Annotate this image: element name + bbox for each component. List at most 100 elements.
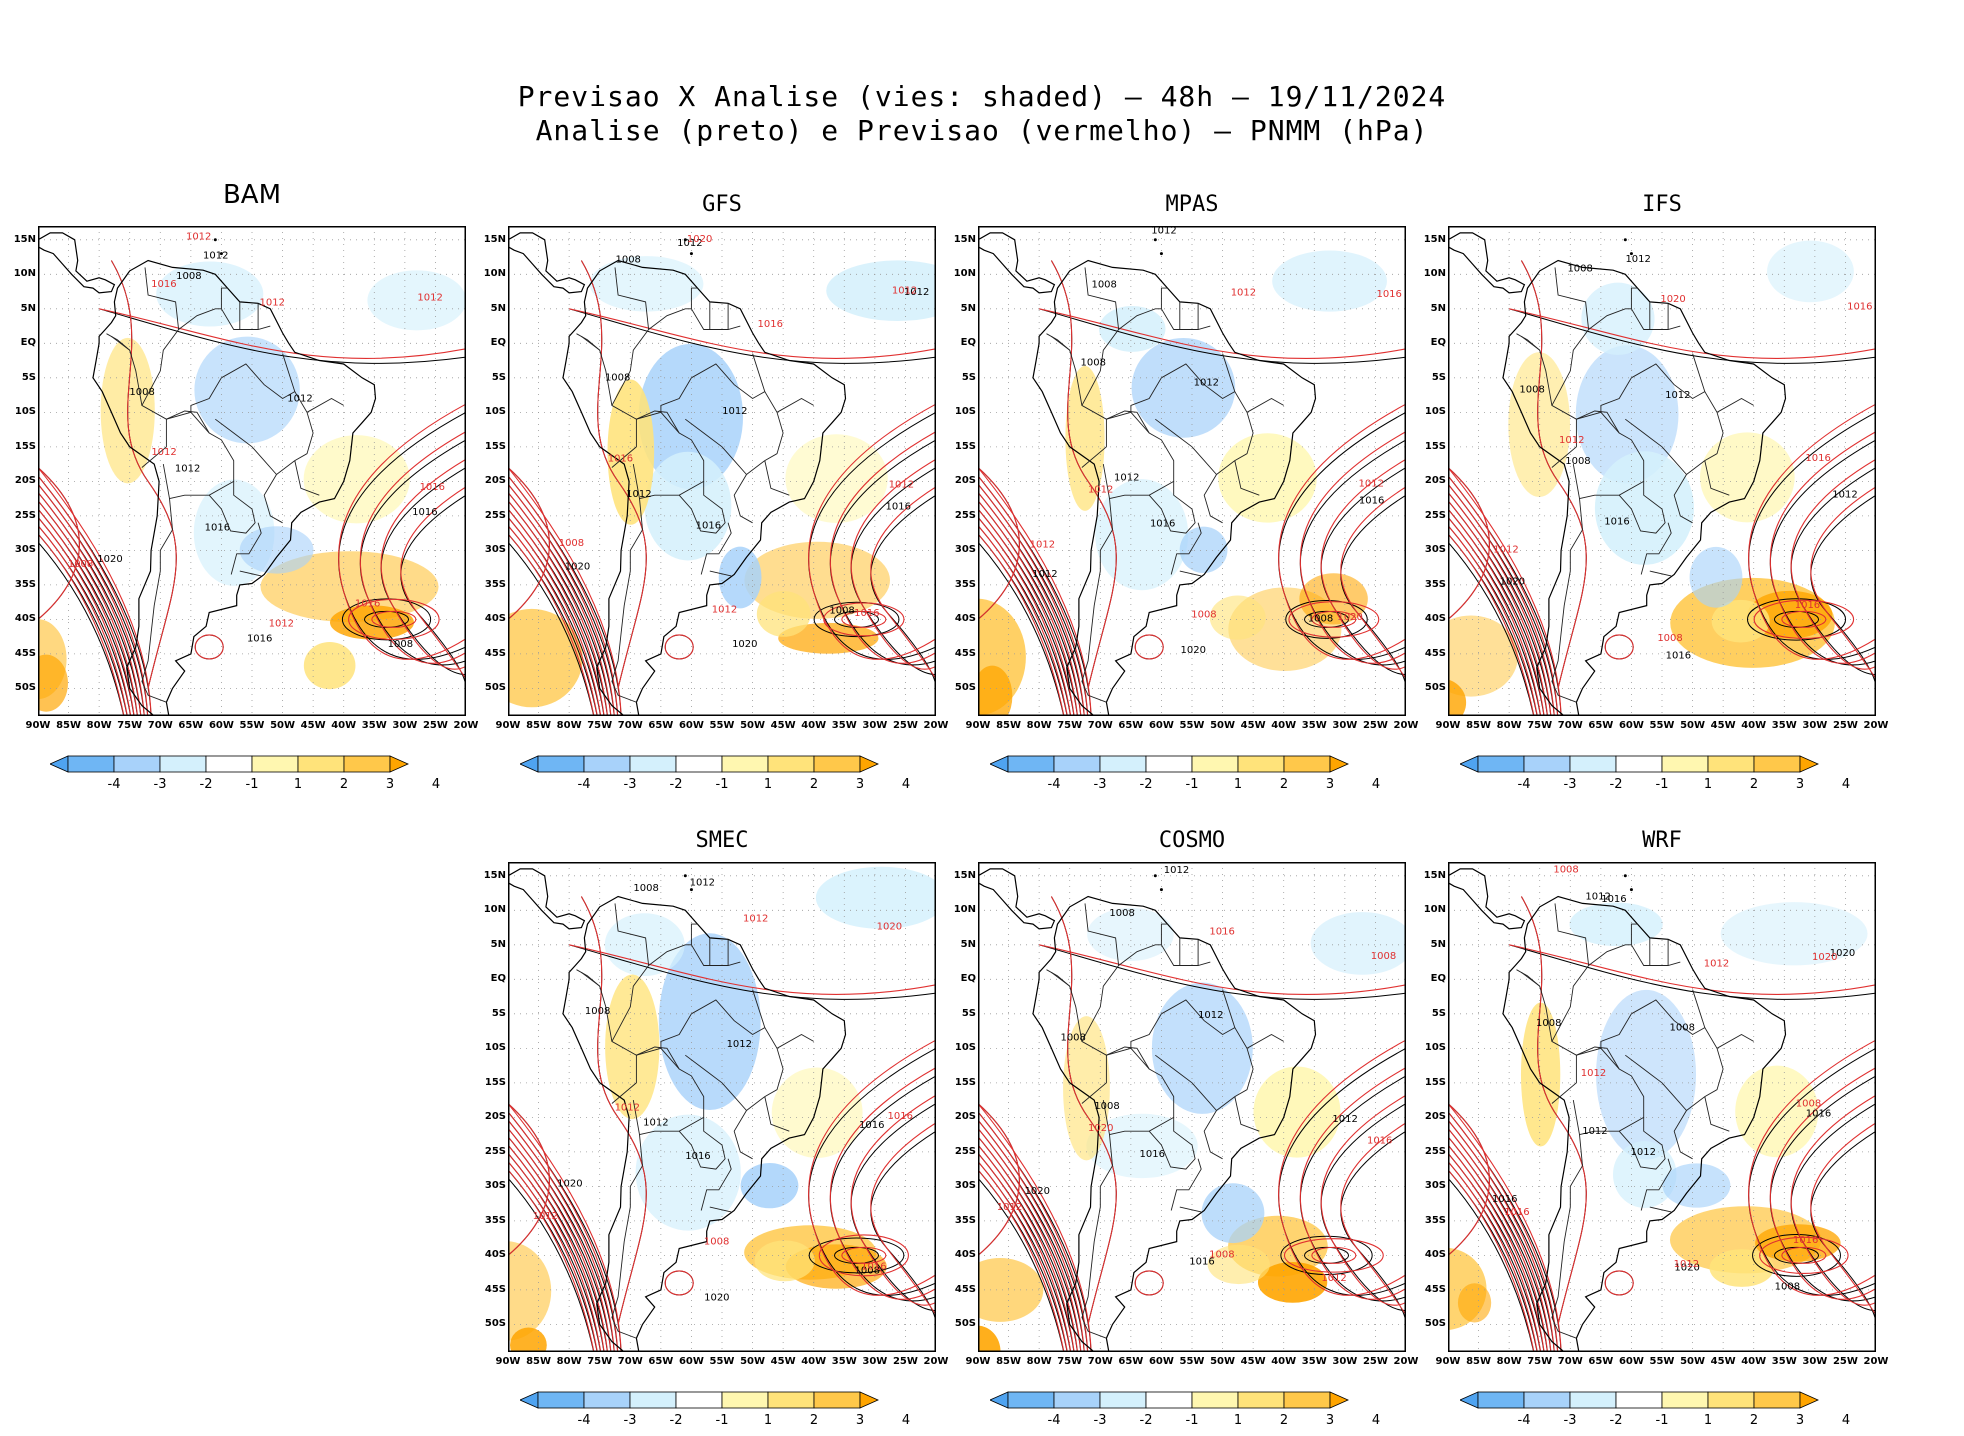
bias-shading (1711, 599, 1770, 643)
lon-label: 60W (1148, 1356, 1174, 1367)
bias-shading (1594, 451, 1694, 565)
bias-shading (1767, 240, 1854, 303)
contour-label-analysis: 1008 (1091, 280, 1116, 291)
contour-label-forecast: 1012 (1088, 485, 1113, 496)
colorbar-tick-label: -1 (716, 1413, 729, 1428)
contour-label-forecast: 1012 (1674, 1259, 1699, 1270)
colorbar-tick-label: -1 (1656, 1413, 1669, 1428)
contour-label-analysis: 1012 (1198, 1010, 1223, 1021)
colorbar-tick-label: 3 (386, 777, 394, 792)
contour-label-analysis: 1020 (1500, 577, 1525, 588)
bias-shading (1699, 432, 1795, 523)
lon-label: 20W (923, 720, 949, 731)
figure-title-line-2: Analise (preto) e Previsao (vermelho) – … (535, 114, 1429, 147)
contour-label-forecast: 1016 (420, 482, 445, 493)
contour-label-forecast: 1016 (1209, 926, 1234, 937)
lon-label: 45W (770, 1356, 796, 1367)
contour-label-analysis: 1008 (1080, 358, 1105, 369)
lon-label: 70W (1087, 1356, 1113, 1367)
lat-label: 25S (14, 509, 36, 521)
contour-label-analysis: 1008 (1519, 384, 1544, 395)
bias-shading (508, 608, 583, 708)
contour-label-analysis: 1020 (704, 1292, 729, 1303)
lat-label: 35S (484, 1214, 506, 1226)
contour-label-analysis: 1016 (1492, 1194, 1517, 1205)
colorbar-tick-label: -1 (1186, 1413, 1199, 1428)
lat-label: 40S (484, 1249, 506, 1261)
colorbar-tick-label: -1 (1186, 777, 1199, 792)
lat-label: 5N (960, 302, 976, 314)
colorbar-tick-label: 2 (810, 1413, 818, 1428)
lon-label: 30W (1332, 720, 1358, 731)
lon-label: 35W (831, 720, 857, 731)
lon-label: 45W (1710, 1356, 1736, 1367)
lon-label: 70W (147, 720, 173, 731)
lat-label: 15N (483, 869, 506, 881)
colorbar-tick-label: -3 (1564, 777, 1577, 792)
bias-shading (589, 256, 704, 312)
lat-label: 10N (953, 904, 976, 916)
contour-label-analysis: 1016 (696, 520, 721, 531)
lat-label: 30S (954, 1180, 976, 1192)
lon-label: 45W (1710, 720, 1736, 731)
lat-label: 5N (490, 938, 506, 950)
bias-shading (740, 1162, 799, 1209)
lon-label: 45W (1240, 720, 1266, 731)
lon-label: 35W (831, 1356, 857, 1367)
lon-label: 90W (965, 720, 991, 731)
bias-shading (605, 974, 660, 1120)
contour-label-analysis: 1020 (732, 639, 757, 650)
contour-label-analysis: 1008 (1308, 614, 1333, 625)
lat-label: 50S (954, 682, 976, 694)
bias-shading (1735, 1065, 1819, 1158)
lon-label: 75W (1527, 720, 1553, 731)
colorbar-tick-label: 3 (1326, 777, 1334, 792)
lon-label: 40W (1741, 1356, 1767, 1367)
coastline (562, 259, 847, 716)
lon-label: 25W (1362, 720, 1388, 731)
contour-label-analysis: 1008 (1565, 456, 1590, 467)
lat-label: 10S (954, 406, 976, 418)
contour-label-forecast: 1016 (757, 319, 782, 330)
lat-label: EQ (20, 337, 36, 349)
contour-label-analysis: 1008 (829, 606, 854, 617)
contour-label-analysis: 1008 (1109, 908, 1134, 919)
bias-shading (1520, 1002, 1561, 1147)
map-plot: 1012 1008 1008 1012 1016 1020 1020 1016 1012 1008… (508, 862, 936, 1352)
bias-shading (1272, 250, 1387, 312)
colorbar-tick-label: 1 (764, 1413, 772, 1428)
contour-label-forecast: 1012 (260, 297, 285, 308)
lat-label: 50S (484, 682, 506, 694)
lon-label: 75W (117, 720, 143, 731)
lat-label: 20S (484, 475, 506, 487)
lon-label: 60W (208, 720, 234, 731)
lat-label: 15S (954, 440, 976, 452)
lat-label: 5S (961, 1007, 976, 1019)
lat-label: 40S (954, 1249, 976, 1261)
lat-label: 20S (954, 1111, 976, 1123)
lon-label: 25W (892, 720, 918, 731)
bias-shading (1575, 345, 1679, 484)
lon-label: 50W (270, 720, 296, 731)
coastline (1502, 259, 1787, 716)
contour-label-analysis: 1008 (1536, 1018, 1561, 1029)
lat-label: 10N (1423, 904, 1446, 916)
lon-label: 85W (996, 1356, 1022, 1367)
lon-label: 55W (1179, 1356, 1205, 1367)
colorbar-tick-label: 3 (1796, 1413, 1804, 1428)
lat-label: 10N (483, 904, 506, 916)
contour-label-forecast: 1012 (743, 914, 768, 925)
colorbar: -4 -3 -2 -1 1 2 3 4 (990, 755, 1380, 792)
contour-label-forecast: 1012 (615, 1103, 640, 1114)
contour-label-forecast: 1012 (1231, 287, 1256, 298)
lat-label: 15S (14, 440, 36, 452)
colorbar-tick-label: -3 (1094, 777, 1107, 792)
bias-shading (1720, 902, 1868, 966)
colorbar-tick-label: -2 (670, 1413, 683, 1428)
lat-label: 15S (1424, 440, 1446, 452)
lon-label: 65W (648, 1356, 674, 1367)
contour-label-analysis: 1016 (412, 507, 437, 518)
contour-label-analysis: 1016 (1189, 1257, 1214, 1268)
bias-shading (638, 343, 744, 490)
bias-shading (644, 451, 732, 561)
